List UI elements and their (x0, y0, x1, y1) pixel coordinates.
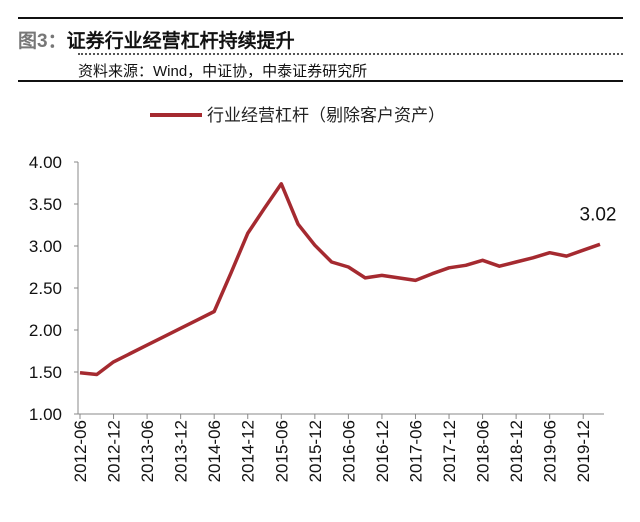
y-tick-label: 2.00 (29, 321, 62, 340)
figure-title: 图3：证券行业经营杠杆持续提升 (18, 26, 295, 53)
x-tick-label: 2014-12 (239, 420, 258, 482)
source-note: 资料来源：Wind，中证协，中泰证券研究所 (78, 63, 368, 80)
x-tick-label: 2019-06 (541, 420, 560, 482)
y-tick-label: 4.00 (29, 153, 62, 172)
x-tick-label: 2019-12 (574, 420, 593, 482)
x-tick-label: 2017-06 (406, 420, 425, 482)
y-tick-label: 3.50 (29, 195, 62, 214)
bottom-rule (18, 80, 623, 82)
x-tick-label: 2013-06 (138, 420, 157, 482)
dotted-divider (78, 53, 623, 55)
y-tick-label: 1.00 (29, 405, 62, 424)
x-tick-label: 2016-12 (373, 420, 392, 482)
x-tick-label: 2012-06 (71, 420, 90, 482)
x-tick-label: 2013-12 (172, 420, 191, 482)
y-tick-label: 2.50 (29, 279, 62, 298)
title-text: 证券行业经营杠杆持续提升 (66, 31, 295, 52)
x-tick-label: 2017-12 (440, 420, 459, 482)
y-tick-label: 1.50 (29, 363, 62, 382)
x-tick-label: 2018-12 (507, 420, 526, 482)
x-tick-label: 2018-06 (474, 420, 493, 482)
series-line (79, 182, 601, 377)
x-tick-label: 2015-12 (306, 420, 325, 482)
x-tick-label: 2012-12 (105, 420, 124, 482)
x-tick-label: 2014-06 (205, 420, 224, 482)
y-tick-label: 3.00 (29, 237, 62, 256)
data-label: 3.02 (580, 204, 617, 225)
x-tick-label: 2016-06 (339, 420, 358, 482)
legend-label: 行业经营杠杆（剔除客户资产） (207, 106, 445, 126)
figure-label: 图3： (18, 31, 67, 52)
x-tick-label: 2015-06 (272, 420, 291, 482)
top-rule (18, 17, 623, 19)
